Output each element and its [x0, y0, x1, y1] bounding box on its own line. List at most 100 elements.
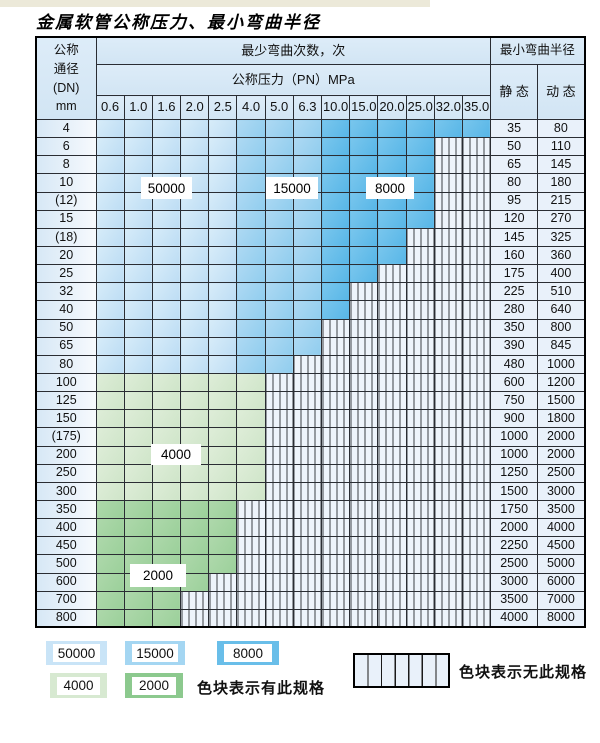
spec-cell — [151, 282, 182, 302]
pressure-col-header: 0.6 — [95, 95, 125, 120]
no-spec-cell — [180, 590, 210, 610]
spec-cell — [180, 209, 210, 229]
dn-cell: 4 — [35, 118, 97, 139]
no-spec-cell — [377, 481, 407, 501]
dn-cell: 25 — [35, 264, 97, 284]
spec-cell — [151, 264, 182, 284]
no-spec-cell — [461, 318, 492, 338]
no-spec-cell — [264, 572, 294, 592]
table-row: 800 4000 8000 — [35, 608, 586, 628]
no-spec-cell — [320, 608, 351, 628]
spec-cell — [236, 227, 266, 247]
static-radius-cell: 1000 — [490, 445, 539, 465]
spec-cell — [264, 282, 294, 302]
no-spec-cell — [236, 608, 266, 628]
no-spec-cell — [433, 264, 463, 284]
no-spec-cell — [349, 536, 379, 556]
pressure-col-header: 35.0 — [461, 95, 492, 120]
corner-cell: 公称 通径 (DN) mm — [35, 36, 97, 120]
no-spec-cell — [461, 391, 492, 411]
static-radius-cell: 160 — [490, 245, 539, 266]
cycle-label-8000: 8000 — [366, 177, 414, 199]
spec-cell — [292, 155, 323, 175]
spec-cell — [264, 318, 294, 338]
no-spec-cell — [349, 336, 379, 356]
no-spec-cell — [377, 372, 407, 393]
spec-cell — [151, 536, 182, 556]
pressure-col-header: 1.6 — [151, 95, 182, 120]
dynamic-radius-cell: 145 — [537, 155, 586, 175]
table-row: 80 480 1000 — [35, 354, 586, 374]
table-row: 700 3500 7000 — [35, 590, 586, 610]
no-spec-cell — [349, 463, 379, 483]
no-spec-cell — [461, 608, 492, 628]
spec-cell — [180, 354, 210, 374]
dynamic-radius-cell: 2000 — [537, 445, 586, 465]
spec-cell — [377, 245, 407, 266]
spec-cell — [461, 118, 492, 139]
no-spec-cell — [461, 536, 492, 556]
bend-radius-header: 最小弯曲半径 — [490, 36, 586, 65]
spec-cell — [151, 209, 182, 229]
no-spec-cell — [264, 372, 294, 393]
static-radius-cell: 2500 — [490, 554, 539, 574]
spec-cell — [292, 282, 323, 302]
corner-line: 公称 — [53, 43, 79, 57]
spec-cell — [95, 354, 125, 374]
spec-cell — [320, 245, 351, 266]
spec-cell — [123, 481, 153, 501]
spec-cell — [180, 155, 210, 175]
spec-cell — [292, 264, 323, 284]
static-radius-cell: 80 — [490, 173, 539, 193]
dn-cell: 600 — [35, 572, 97, 592]
no-spec-cell — [461, 427, 492, 447]
no-spec-cell — [377, 536, 407, 556]
pressure-col-header: 10.0 — [320, 95, 351, 120]
spec-cell — [377, 209, 407, 229]
no-spec-cell — [461, 590, 492, 610]
no-spec-cell — [320, 554, 351, 574]
no-spec-cell — [320, 318, 351, 338]
static-radius-cell: 95 — [490, 191, 539, 211]
table-row: 450 2250 4500 — [35, 536, 586, 556]
spec-cell — [208, 354, 238, 374]
spec-cell — [208, 264, 238, 284]
static-radius-cell: 1250 — [490, 463, 539, 483]
static-radius-cell: 350 — [490, 318, 539, 338]
dn-cell: 40 — [35, 300, 97, 320]
no-spec-cell — [349, 427, 379, 447]
spec-cell — [236, 409, 266, 429]
no-spec-cell — [461, 572, 492, 592]
spec-cell — [320, 173, 351, 193]
no-spec-cell — [349, 608, 379, 628]
spec-cell — [151, 118, 182, 139]
no-spec-cell — [405, 336, 435, 356]
spec-cell — [151, 227, 182, 247]
no-spec-cell — [264, 536, 294, 556]
no-spec-cell — [405, 608, 435, 628]
spec-cell — [180, 481, 210, 501]
dn-cell: 700 — [35, 590, 97, 610]
table-row: 300 1500 3000 — [35, 481, 586, 501]
no-spec-cell — [433, 572, 463, 592]
spec-cell — [95, 191, 125, 211]
spec-cell — [377, 137, 407, 157]
no-spec-cell — [405, 282, 435, 302]
no-spec-cell — [405, 499, 435, 520]
no-spec-cell — [264, 554, 294, 574]
spec-cell — [292, 300, 323, 320]
no-spec-cell — [292, 590, 323, 610]
table-row: 100 600 1200 — [35, 372, 586, 393]
spec-table: 公称 通径 (DN) mm 最少弯曲次数，次 最小弯曲半径 公称压力（PN）MP… — [35, 36, 586, 629]
table-row: 15 120 270 — [35, 209, 586, 229]
spec-cell — [95, 300, 125, 320]
dynamic-radius-cell: 2000 — [537, 427, 586, 447]
pressure-col-header: 32.0 — [433, 95, 463, 120]
spec-cell — [264, 118, 294, 139]
no-spec-cell — [349, 391, 379, 411]
no-spec-cell — [349, 354, 379, 374]
dn-cell: 250 — [35, 463, 97, 483]
spec-cell — [236, 282, 266, 302]
spec-cell — [264, 354, 294, 374]
no-spec-cell — [433, 409, 463, 429]
